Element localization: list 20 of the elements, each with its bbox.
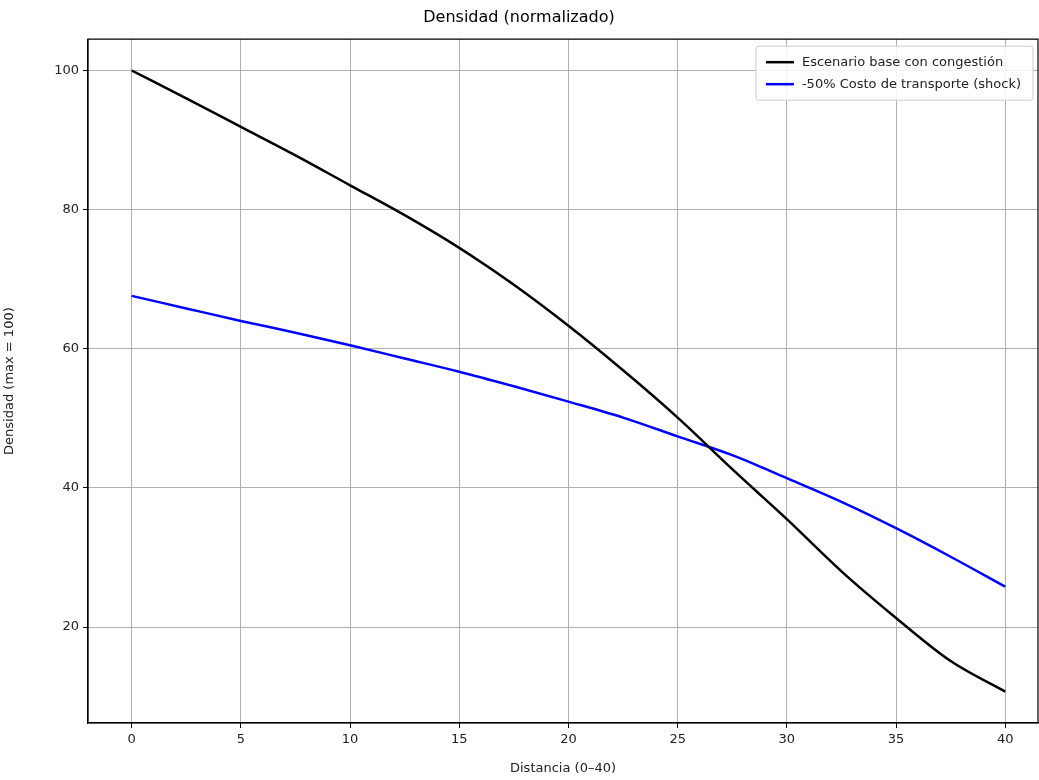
x-tick-label: 0 [127,731,136,747]
x-axis-title: Distancia (0–40) [509,759,617,775]
x-tick-label: 35 [887,731,905,747]
y-tick-label: 40 [62,479,79,495]
x-tick-label: 15 [450,731,468,747]
legend-label: -50% Costo de transporte (shock) [801,75,1022,91]
legend-label: Escenario base con congestión [801,53,1004,69]
x-tick-label: 25 [669,731,686,747]
x-tick-label: 10 [341,731,359,747]
x-tick-label: 5 [236,731,246,747]
line-series [130,294,1007,588]
y-tick-label: 100 [54,61,79,77]
x-tick-label: 30 [778,731,796,747]
x-tick-label: 40 [996,731,1014,747]
x-tick-label: 20 [560,731,577,747]
chart-title: Densidad (normalizado) [423,6,615,26]
y-tick-label: 60 [62,340,79,356]
y-tick-label: 80 [62,201,79,216]
y-axis-title: Densidad (max = 100) [1,307,17,455]
y-tick-label: 20 [62,618,79,634]
